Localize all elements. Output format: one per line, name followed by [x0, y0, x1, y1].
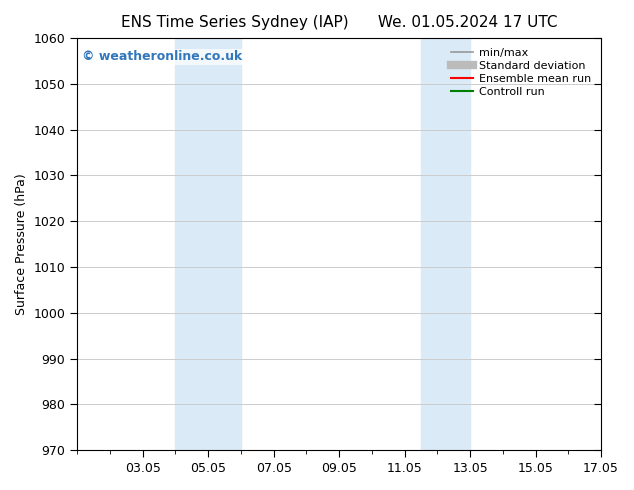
Title: ENS Time Series Sydney (IAP)      We. 01.05.2024 17 UTC: ENS Time Series Sydney (IAP) We. 01.05.2…: [121, 15, 557, 30]
Bar: [421, 38, 470, 450]
Text: © weatheronline.co.uk: © weatheronline.co.uk: [82, 50, 243, 64]
Y-axis label: Surface Pressure (hPa): Surface Pressure (hPa): [15, 173, 28, 315]
Bar: [176, 38, 241, 450]
Legend: min/max, Standard deviation, Ensemble mean run, Controll run: min/max, Standard deviation, Ensemble me…: [446, 44, 595, 101]
